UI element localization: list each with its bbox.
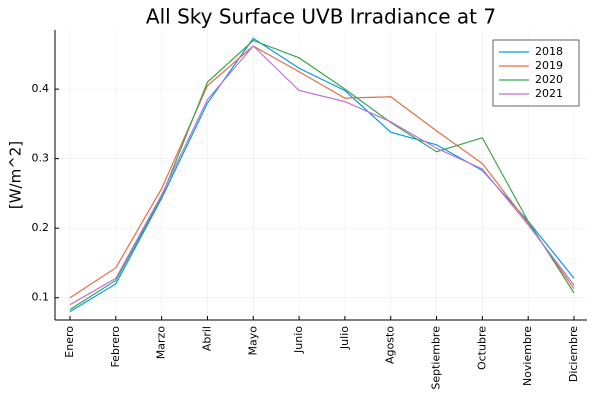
y-tick-label: 0.3 [32, 152, 50, 165]
series-line [69, 45, 575, 306]
y-tick-label: 0.4 [32, 82, 50, 95]
plot-lines [69, 37, 575, 313]
y-tick-label: 0.1 [32, 291, 50, 304]
legend-label: 2019 [535, 59, 563, 72]
x-tick-label: Octubre [475, 326, 488, 370]
legend-box [492, 39, 580, 107]
x-tick-label: Mayo [246, 326, 259, 356]
x-tick-label: Noviembre [521, 326, 534, 386]
legend-label: 2018 [535, 45, 563, 58]
series-line [69, 45, 575, 299]
chart-title: All Sky Surface UVB Irradiance at 7 [146, 5, 496, 29]
legend-label: 2020 [535, 73, 563, 86]
x-tick-label: Abril [200, 326, 213, 351]
x-tick-label: Marzo [155, 326, 168, 360]
y-axis-label: [W/m^2] [7, 141, 25, 209]
x-tick-label: Septiembre [430, 326, 443, 390]
legend-label: 2021 [535, 87, 563, 100]
y-tick-label: 0.2 [32, 221, 50, 234]
series-line [69, 39, 575, 311]
grid [55, 30, 587, 320]
x-tick-label: Julio [338, 326, 351, 350]
x-tick-label: Enero [63, 326, 76, 358]
x-tick-label: Agosto [384, 326, 397, 364]
x-tick-label: Junio [292, 326, 305, 354]
x-tick-label: Febrero [109, 326, 122, 368]
x-tick-label: Diciembre [567, 326, 580, 382]
